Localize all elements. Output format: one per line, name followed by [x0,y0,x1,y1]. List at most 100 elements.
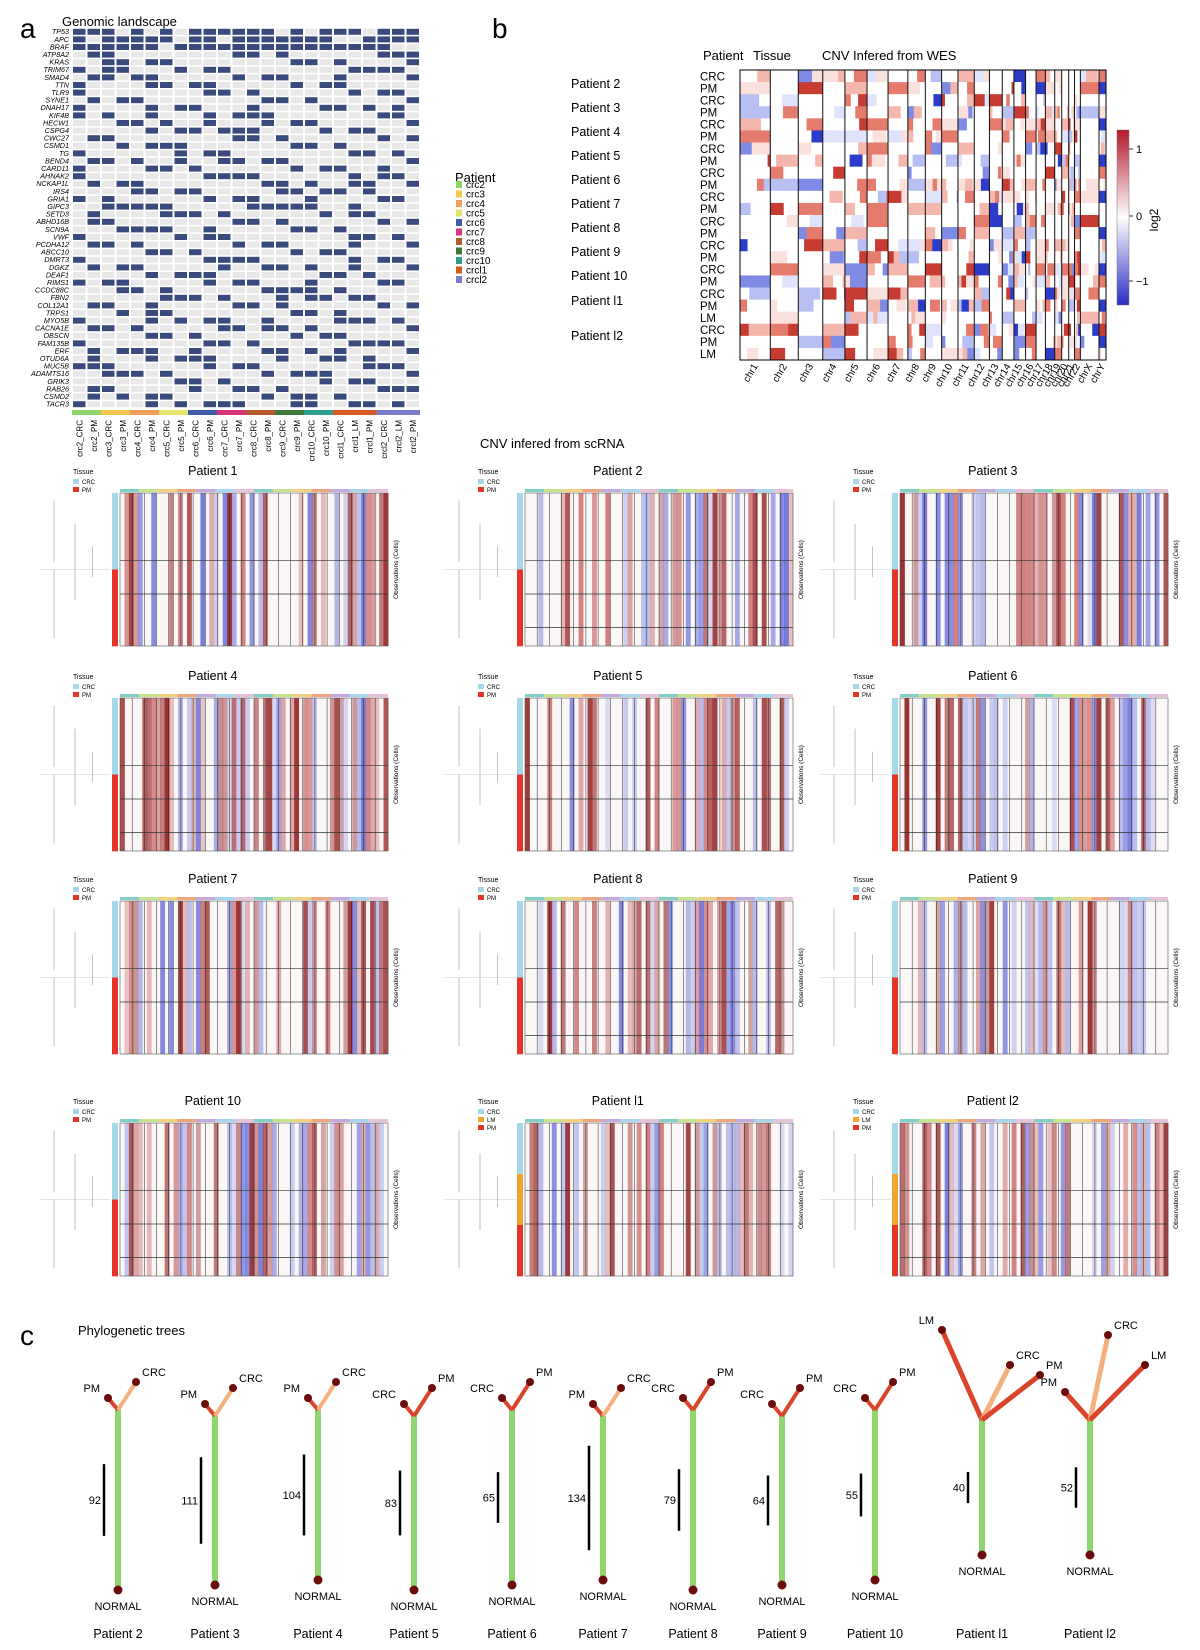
mutation-cell [276,36,289,43]
mutation-cell [276,180,289,187]
gene-label: ADAMTS16 [30,369,69,378]
cnv-segment [1102,299,1106,312]
mutation-cell [363,302,376,309]
cnv-segment [957,166,966,180]
mutation-cell [290,104,303,111]
mutation-cell [203,325,216,332]
cnv-segment [1045,299,1051,312]
mutation-cell [145,393,158,400]
cnv-band [343,698,349,851]
sample-label: crc6_CRC [191,420,200,457]
mutation-cell [174,211,187,218]
cnv-segment [831,94,846,107]
mutation-cell [102,59,115,66]
scrna-patient-title: Patient l2 [967,1094,1019,1108]
cnv-band [379,1123,384,1276]
mutation-cell [319,211,332,218]
chr-color-bar [697,1119,717,1122]
mutation-cell [174,158,187,164]
mutation-cell [363,226,376,233]
mutation-cell [334,310,347,316]
cnv-band [922,901,928,1054]
chr-color-bar [995,1119,1015,1122]
cell-tissue-bar [517,901,523,915]
mutation-cell [174,264,187,271]
wes-patient-label: Patient l1 [571,294,623,308]
mutation-cell [203,272,216,278]
cnv-segment [811,142,824,155]
cell-tissue-bar [517,493,523,507]
cnv-segment [1036,82,1046,95]
cnv-band [1096,698,1102,851]
cnv-segment [957,202,968,216]
cnv-segment [1007,299,1014,312]
mutation-cell [174,89,187,96]
heatmap-frame [899,697,1169,852]
cnv-band [137,493,143,646]
cnv-segment [1061,311,1070,325]
mutation-cell [189,370,202,377]
cnv-segment [893,251,900,264]
cnv-segment [1057,299,1063,312]
mutation-cell [377,363,390,370]
tip-node [796,1384,804,1392]
mutation-cell [305,294,318,301]
cnv-segment [1036,166,1039,180]
cell-tissue-bar [112,505,118,519]
mutation-cell [276,325,289,332]
cnv-segment [931,82,942,95]
mutation-cell [87,264,100,271]
cnv-segment [1080,263,1089,276]
cnv-segment [941,106,959,119]
tissue-legend-label: PM [862,896,871,902]
mutation-cell [247,310,260,316]
cell-tissue-bar [112,723,118,737]
mutation-cell [247,264,260,271]
mutation-cell [261,264,274,271]
tip-branch [1063,1390,1092,1422]
mutation-cell [392,158,405,164]
mutation-cell [73,51,86,58]
mutation-cell [334,355,347,362]
tissue-legend-label: PM [862,1126,871,1132]
cnv-band [779,1123,785,1276]
cnv-segment [867,215,876,228]
cnv-segment [888,94,909,107]
mutation-cell [334,287,347,294]
mutation-cell [102,294,115,301]
tip-node [938,1326,946,1334]
mutation-cell [348,386,361,392]
cnv-segment [1068,118,1071,131]
cnv-segment [740,347,748,360]
cnv-segment [1054,227,1063,240]
gene-label: CACNA1E [35,324,69,333]
cnv-segment [1047,142,1056,155]
cnv-segment [1025,299,1031,312]
mutation-cell [73,234,86,240]
cnv-segment [1045,215,1056,228]
cnv-segment [770,239,782,252]
chr-color-bar [976,1119,996,1122]
cnv-segment [1005,118,1015,131]
cnv-segment [1054,287,1058,300]
cell-tissue-bar [892,1199,898,1213]
mutation-cell [319,234,332,240]
cnv-band [967,698,972,851]
chr-color-bar [582,694,602,697]
cnv-segment [1002,311,1015,325]
cnv-segment [740,166,771,180]
tip-branch [980,1373,1042,1422]
panel-c-title: Phylogenetic trees [78,1323,185,1338]
mutation-cell [392,59,405,66]
mutation-cell [203,97,216,104]
mutation-cell [290,370,303,377]
gene-label: CARD11 [41,164,69,173]
trunk-length: 111 [181,1496,198,1508]
cnv-segment [1032,275,1037,288]
mutation-cell [218,287,231,294]
cnv-segment [1097,70,1100,83]
cell-tissue-bar [112,1148,118,1162]
cnv-segment [1070,142,1072,155]
trunk-length: 83 [385,1498,397,1510]
